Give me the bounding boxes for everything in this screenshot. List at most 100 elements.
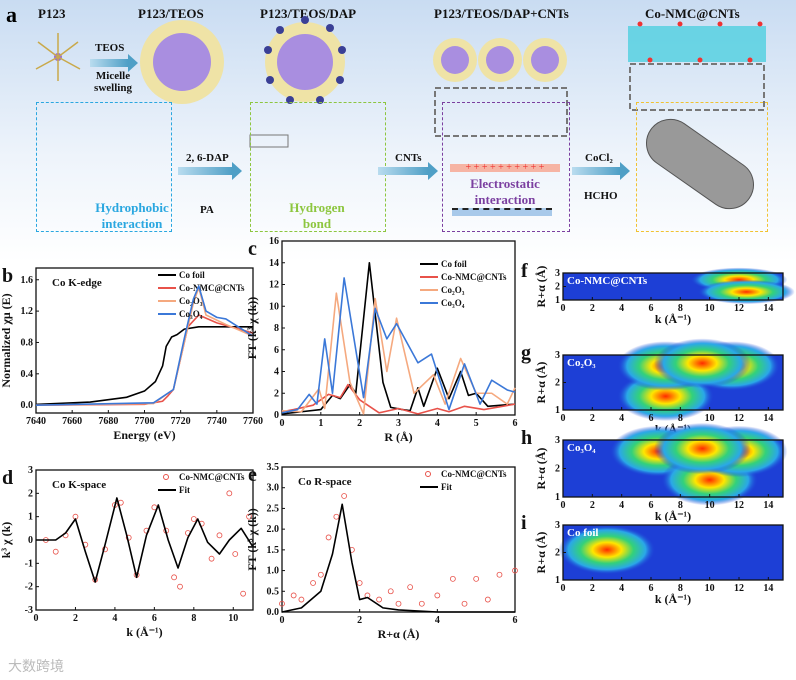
data-point <box>298 596 305 603</box>
x-tick-label: 7720 <box>171 416 191 427</box>
x-tick-label: 4 <box>435 418 440 429</box>
x-tick-label: 4 <box>619 500 624 511</box>
legend-label: Co₃O₄ <box>441 298 465 308</box>
x-axis-label: k (Å⁻¹) <box>655 592 691 606</box>
heatmap-maximum <box>653 338 751 388</box>
legend-label: Co-NMC@CNTs <box>179 472 245 482</box>
data-point <box>418 600 425 607</box>
data-point <box>171 574 177 581</box>
y-tick-label: 2 <box>555 378 560 389</box>
x-tick-label: 6 <box>513 615 518 626</box>
y-axis-label: R+α (Å) <box>534 266 548 308</box>
data-point <box>496 571 503 578</box>
data-point <box>208 555 215 562</box>
y-tick-label: 3 <box>555 350 560 361</box>
series-line <box>36 497 254 583</box>
data-point <box>216 532 223 539</box>
heatmap-annotation: Co₃O₄ <box>567 442 596 454</box>
y-axis-label: FT (k³ χ (k)) <box>245 297 259 360</box>
y-tick-label: 2 <box>555 464 560 475</box>
hcho-label: HCHO <box>584 190 618 202</box>
y-tick-label: 2.0 <box>267 524 280 535</box>
heatmap-maximum <box>558 525 656 575</box>
x-tick-label: 0 <box>561 303 566 314</box>
x-tick-label: 0 <box>280 418 285 429</box>
x-tick-label: 0 <box>561 500 566 511</box>
series-line <box>281 503 515 613</box>
data-point <box>232 551 239 557</box>
hydrophobic-box <box>36 102 172 232</box>
x-tick-label: 7680 <box>98 416 118 427</box>
y-tick-label: 10 <box>269 301 279 312</box>
data-point <box>434 592 441 599</box>
heatmap-maximum <box>697 279 795 305</box>
x-tick-label: 2 <box>590 413 595 424</box>
arrow-icon <box>378 162 438 180</box>
x-axis-label: k (Å⁻¹) <box>655 312 691 326</box>
hbond-label: Hydrogen bond <box>289 200 345 231</box>
legend-label: Co-NMC@CNTs <box>441 469 507 479</box>
x-tick-label: 7640 <box>26 416 46 427</box>
data-point <box>290 592 297 599</box>
panel-letter: e <box>248 464 257 486</box>
x-tick-label: 10 <box>705 500 715 511</box>
x-axis-label: Energy (eV) <box>113 428 175 442</box>
x-tick-label: 12 <box>734 303 744 314</box>
x-tick-label: 7740 <box>207 416 227 427</box>
x-tick-label: 14 <box>763 500 773 511</box>
cnt-micelles-icon <box>433 38 568 137</box>
series-line <box>281 383 516 415</box>
data-point <box>317 571 324 578</box>
x-tick-label: 10 <box>705 303 715 314</box>
data-point <box>240 590 247 597</box>
data-point <box>226 490 233 497</box>
y-tick-label: 1.6 <box>21 275 34 286</box>
data-point <box>449 575 456 582</box>
legend-label: Co₃O₄ <box>179 309 203 319</box>
x-tick-label: 0 <box>561 413 566 424</box>
electrostatic-box <box>442 102 570 232</box>
schematic-drawing <box>35 16 766 210</box>
x-tick-label: 0 <box>280 615 285 626</box>
y-tick-label: 0.8 <box>21 337 34 348</box>
chart-annotation: Co R-space <box>298 476 352 488</box>
panel-letter: g <box>521 342 531 364</box>
x-tick-label: 6 <box>649 583 654 594</box>
heatmap-annotation: Co₂O₃ <box>567 357 596 369</box>
y-tick-label: -1 <box>25 558 33 569</box>
chart-annotation: Co K-edge <box>52 277 102 289</box>
chart-annotation: Co K-space <box>52 479 106 491</box>
nanotube-icon <box>646 118 754 210</box>
x-tick-label: 2 <box>73 613 78 624</box>
y-tick-label: 0.5 <box>267 586 280 597</box>
teos-label: TEOS <box>95 42 125 54</box>
data-point <box>341 493 348 499</box>
data-point <box>125 534 132 541</box>
x-tick-label: 7660 <box>62 416 82 427</box>
x-tick-label: 4 <box>619 303 624 314</box>
legend-marker <box>425 471 431 477</box>
y-axis-label: R+α (Å) <box>534 448 548 490</box>
dap-micelle-icon <box>264 16 346 104</box>
data-point <box>333 513 340 520</box>
x-axis-label: k (Å⁻¹) <box>655 509 691 523</box>
x-tick-label: 2 <box>590 303 595 314</box>
stage-label: P123 <box>38 6 66 21</box>
x-tick-label: 6 <box>649 413 654 424</box>
heatmap-maximum <box>653 422 751 475</box>
x-tick-label: 12 <box>734 500 744 511</box>
cnts-label: CNTs <box>395 152 422 164</box>
y-axis-label: R+α (Å) <box>534 362 548 404</box>
y-tick-label: 3.5 <box>267 462 280 473</box>
x-tick-label: 2 <box>590 500 595 511</box>
hydrophobic-label: Hydrophobic interaction <box>95 200 169 231</box>
x-tick-label: 8 <box>678 303 683 314</box>
charts-area: 7640 7660 7680 7700 7720 7740 7760 0.0 0.4 0.8 1.2… <box>0 236 795 641</box>
y-tick-label: 1 <box>555 295 560 306</box>
data-point <box>395 600 402 607</box>
data-point <box>325 534 332 541</box>
x-tick-label: 5 <box>474 418 479 429</box>
panel-letter: i <box>521 512 527 534</box>
legend-label: Co₂O₃ <box>441 285 465 295</box>
y-tick-label: 6 <box>274 345 279 356</box>
